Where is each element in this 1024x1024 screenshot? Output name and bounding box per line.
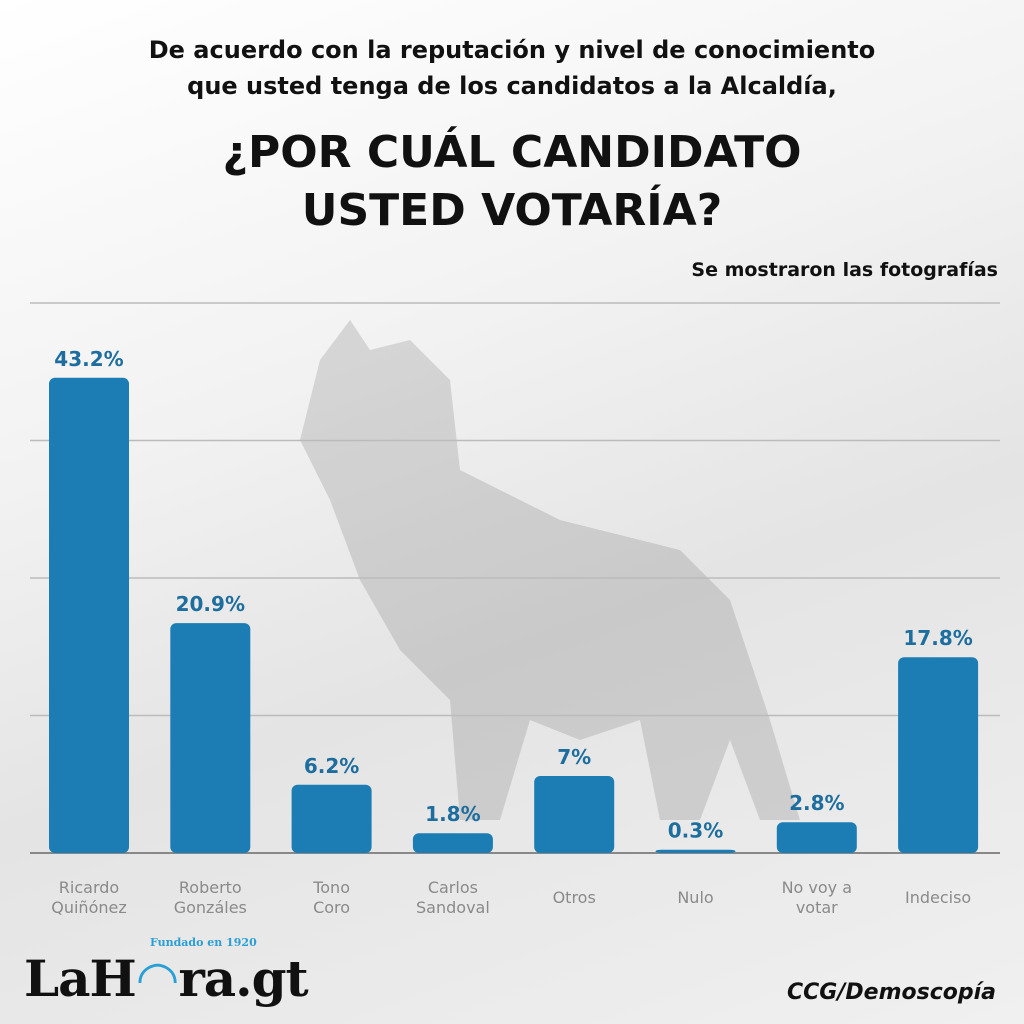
category-label: Nulo — [677, 888, 713, 907]
value-label: 0.3% — [668, 819, 723, 843]
bar — [655, 849, 736, 853]
category-label: Gonzáles — [174, 898, 247, 917]
headline: ¿POR CUÁL CANDIDATO USTED VOTARÍA? — [0, 124, 1024, 240]
bar — [776, 822, 857, 853]
bar — [412, 833, 493, 853]
category-label: votar — [796, 898, 838, 917]
value-label: 43.2% — [54, 347, 123, 371]
value-label: 20.9% — [176, 592, 245, 616]
bar — [534, 776, 615, 853]
bar — [49, 377, 129, 853]
category-label: Otros — [553, 888, 596, 907]
value-label: 17.8% — [903, 626, 972, 650]
bar — [898, 657, 979, 853]
headline-line-1: ¿POR CUÁL CANDIDATO — [222, 127, 802, 178]
category-label: Roberto — [179, 878, 242, 897]
question-line-2: que usted tenga de los candidatos a la A… — [187, 72, 837, 100]
note: Se mostraron las fotografías — [691, 259, 998, 281]
value-label: 2.8% — [789, 791, 844, 815]
headline-line-2: USTED VOTARÍA? — [301, 185, 723, 236]
category-label: Ricardo — [59, 878, 119, 897]
bar — [291, 784, 372, 853]
category-label: Carlos — [428, 878, 478, 897]
question-text: De acuerdo con la reputación y nivel de … — [0, 32, 1024, 104]
category-label: No voy a — [782, 878, 852, 897]
source-credit: CCG/Demoscopía — [787, 980, 996, 1005]
category-label: Tono — [312, 878, 350, 897]
category-label: Indeciso — [905, 888, 971, 907]
category-label: Coro — [313, 898, 350, 917]
category-label: Sandoval — [416, 898, 490, 917]
lahora-logo: LaH◠ra.gt — [24, 949, 309, 1008]
value-label: 7% — [557, 745, 591, 769]
wolf-statue-background — [300, 320, 800, 820]
bar — [170, 623, 251, 853]
logo-tagline: Fundado en 1920 — [150, 936, 257, 949]
category-label: Quiñónez — [51, 898, 127, 917]
value-label: 6.2% — [304, 754, 359, 778]
question-line-1: De acuerdo con la reputación y nivel de … — [148, 36, 876, 64]
value-label: 1.8% — [425, 802, 480, 826]
